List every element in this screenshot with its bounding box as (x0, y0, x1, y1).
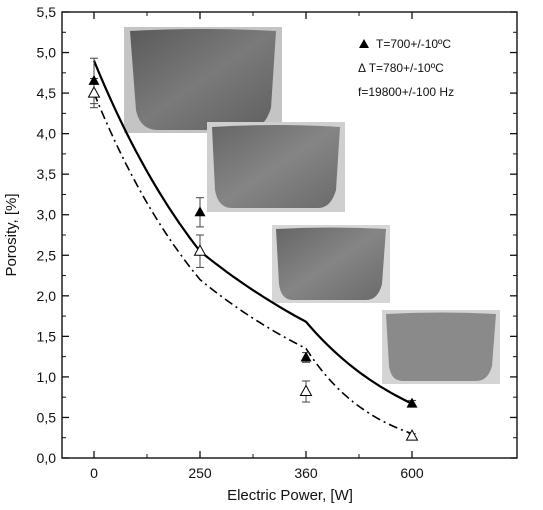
legend: T=700+/-10ºC Δ T=780+/-10ºC f=19800+/-10… (358, 37, 454, 99)
legend-label-series-1: T=700+/-10ºC (376, 37, 451, 51)
y-tick-label: 4,5 (37, 85, 57, 101)
y-tick-label: 5,5 (37, 4, 57, 20)
y-tick-label: 1,5 (37, 328, 57, 344)
y-tick-label: 1,0 (37, 369, 57, 385)
x-axis-title: Electric Power, [W] (227, 487, 353, 504)
data-point-780c (405, 429, 419, 441)
y-tick-label: 2,5 (37, 247, 57, 263)
specimen-image-0w (124, 27, 282, 133)
legend-annotation-frequency: f=19800+/-100 Hz (358, 85, 454, 99)
x-tick-label: 250 (188, 465, 212, 481)
legend-marker-filled-triangle (359, 39, 369, 48)
data-point-700c (406, 397, 418, 408)
specimen-image-360w (272, 225, 390, 303)
data-point-700c (88, 74, 100, 85)
fit-curve-780c (93, 92, 413, 435)
x-tick-label: 0 (90, 465, 98, 481)
y-tick-label: 2,0 (37, 288, 57, 304)
specimen-image-250w (207, 122, 345, 212)
x-tick-label: 600 (400, 465, 424, 481)
data-point-780c (299, 384, 313, 397)
data-point-700c (194, 206, 206, 217)
y-tick-label: 0,5 (37, 409, 57, 425)
data-point-780c (87, 86, 101, 98)
specimen-image-600w (382, 310, 500, 384)
data-point-700c (300, 351, 312, 362)
legend-label-series-2: Δ T=780+/-10ºC (358, 61, 444, 75)
x-tick-label: 360 (294, 465, 318, 481)
y-tick-label: 5,0 (37, 45, 57, 61)
y-tick-label: 3,0 (37, 207, 57, 223)
y-tick-label: 0,0 (37, 450, 57, 466)
data-point-780c (193, 244, 207, 256)
y-axis-title: Porosity, [%] (3, 193, 20, 276)
inset-images (124, 27, 500, 384)
y-tick-label: 3,5 (37, 166, 57, 182)
y-tick-label: 4,0 (37, 126, 57, 142)
fit-curve-700c (92, 60, 413, 405)
